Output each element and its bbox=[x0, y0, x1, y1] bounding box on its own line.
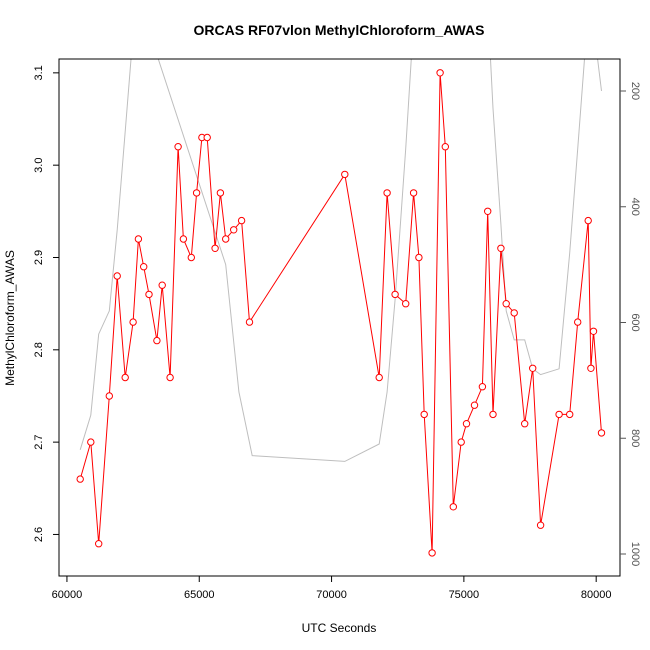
data-point bbox=[174, 143, 182, 151]
data-point bbox=[521, 420, 529, 428]
right-series-layer bbox=[79, 59, 602, 462]
data-point bbox=[497, 244, 505, 253]
data-point bbox=[441, 143, 449, 151]
data-point bbox=[95, 540, 103, 548]
data-point bbox=[113, 272, 121, 280]
data-point bbox=[391, 290, 399, 299]
chart-title: ORCAS RF07vlon MethylChloroform_AWAS bbox=[194, 22, 485, 38]
data-point bbox=[192, 189, 201, 197]
data-point bbox=[87, 438, 95, 446]
data-point bbox=[245, 318, 254, 326]
y-tick-label: 2.9 bbox=[33, 250, 45, 265]
data-point bbox=[478, 383, 487, 391]
data-point bbox=[428, 549, 436, 557]
data-point bbox=[105, 392, 114, 400]
x-tick-label: 65000 bbox=[184, 589, 215, 601]
data-point bbox=[449, 503, 457, 511]
data-point bbox=[584, 216, 592, 225]
data-point bbox=[187, 253, 196, 262]
data-point bbox=[76, 475, 84, 483]
x-axis: 60000 65000 70000 75000 80000 bbox=[52, 576, 612, 601]
x-tick-label: 70000 bbox=[316, 589, 347, 601]
y-tick-label: 3.1 bbox=[33, 65, 45, 80]
x-axis-label: UTC Seconds bbox=[302, 621, 377, 635]
data-point bbox=[409, 189, 418, 197]
data-point bbox=[222, 235, 230, 243]
data-point bbox=[470, 401, 479, 409]
y2-tick-label: 1000 bbox=[629, 542, 641, 566]
y-tick-label: 2.8 bbox=[33, 342, 45, 357]
data-point bbox=[203, 133, 211, 142]
y-tick-label: 2.6 bbox=[33, 527, 45, 542]
data-point bbox=[589, 327, 598, 335]
y2-tick-label: 400 bbox=[629, 198, 641, 216]
y-axis: 2.6 2.7 2.8 2.9 3.0 3.1 bbox=[33, 65, 59, 542]
data-point bbox=[230, 226, 238, 234]
data-point bbox=[216, 189, 225, 197]
y2-tick-label: 200 bbox=[629, 82, 641, 100]
data-point bbox=[529, 364, 537, 372]
data-point bbox=[129, 318, 137, 326]
data-point bbox=[484, 207, 492, 216]
data-point bbox=[153, 336, 161, 345]
data-point bbox=[179, 235, 188, 243]
x-tick-label: 75000 bbox=[449, 589, 480, 601]
primary-series-line bbox=[79, 72, 602, 553]
data-point bbox=[587, 364, 595, 372]
x-tick-label: 80000 bbox=[581, 589, 612, 601]
data-point bbox=[502, 300, 510, 308]
data-point bbox=[489, 410, 497, 419]
main-series-layer bbox=[76, 69, 606, 557]
data-point bbox=[402, 300, 410, 308]
data-point bbox=[457, 438, 465, 446]
data-point bbox=[341, 170, 349, 179]
secondary-series-line bbox=[79, 59, 602, 462]
data-point bbox=[121, 373, 129, 382]
data-point bbox=[237, 216, 246, 225]
data-point bbox=[211, 244, 219, 253]
data-point bbox=[140, 263, 148, 271]
plot-frame bbox=[58, 58, 621, 577]
data-point bbox=[566, 410, 574, 419]
data-point bbox=[383, 189, 391, 197]
data-point bbox=[555, 410, 563, 419]
data-point bbox=[510, 309, 518, 317]
data-point bbox=[536, 521, 545, 529]
data-point bbox=[597, 429, 606, 437]
x-tick-label: 60000 bbox=[52, 589, 83, 601]
y2-tick-label: 600 bbox=[629, 313, 641, 331]
data-point bbox=[145, 290, 153, 299]
data-point bbox=[166, 373, 174, 382]
y2-tick-label: 800 bbox=[629, 429, 641, 447]
data-point bbox=[462, 420, 471, 428]
data-point bbox=[134, 235, 143, 243]
data-point bbox=[375, 373, 383, 382]
data-point bbox=[436, 69, 444, 77]
y-axis-label: MethylChloroform_AWAS bbox=[3, 250, 17, 386]
y-tick-label: 2.7 bbox=[33, 434, 45, 449]
y2-axis: 200 400 600 800 1000 bbox=[620, 82, 641, 566]
y-tick-label: 3.0 bbox=[33, 158, 45, 173]
data-point bbox=[158, 281, 166, 289]
data-point bbox=[574, 318, 582, 326]
data-point bbox=[415, 253, 423, 262]
data-point bbox=[420, 410, 428, 419]
